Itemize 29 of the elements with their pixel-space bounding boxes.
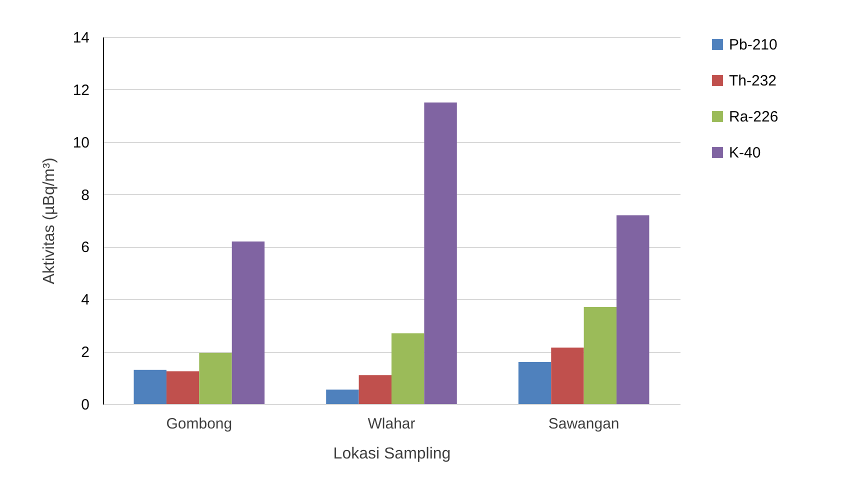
y-tick-label: 14 <box>72 30 90 46</box>
legend-label: Th-232 <box>729 72 777 90</box>
y-tick-label: 6 <box>81 239 90 256</box>
bar <box>166 371 200 404</box>
bar <box>134 370 166 404</box>
y-axis-title: Aktivitas (µBq/m³) <box>40 158 58 284</box>
bar <box>424 102 457 404</box>
y-tick-label: 8 <box>81 186 90 204</box>
x-tick-label: Sawangan <box>548 416 620 432</box>
legend-label: Pb-210 <box>729 36 778 54</box>
y-tick-label: 2 <box>81 344 90 362</box>
bar <box>326 390 359 404</box>
legend-label: K-40 <box>729 144 761 162</box>
bar <box>392 333 424 404</box>
bar <box>358 375 392 404</box>
bar <box>616 215 650 404</box>
y-tick-label: 4 <box>81 292 90 309</box>
legend-label: Ra-226 <box>729 108 778 126</box>
y-tick-label: 12 <box>72 82 90 99</box>
bar <box>551 348 584 404</box>
x-tick-label: Wlahar <box>368 416 416 432</box>
x-tick-label: Gombong <box>166 416 232 432</box>
bar <box>518 362 552 404</box>
bar <box>584 307 617 404</box>
bar <box>232 241 265 404</box>
x-axis-title: Lokasi Sampling <box>333 446 451 462</box>
y-tick-label: 0 <box>81 396 90 414</box>
bar <box>199 352 232 404</box>
y-tick-label: 10 <box>72 134 90 152</box>
